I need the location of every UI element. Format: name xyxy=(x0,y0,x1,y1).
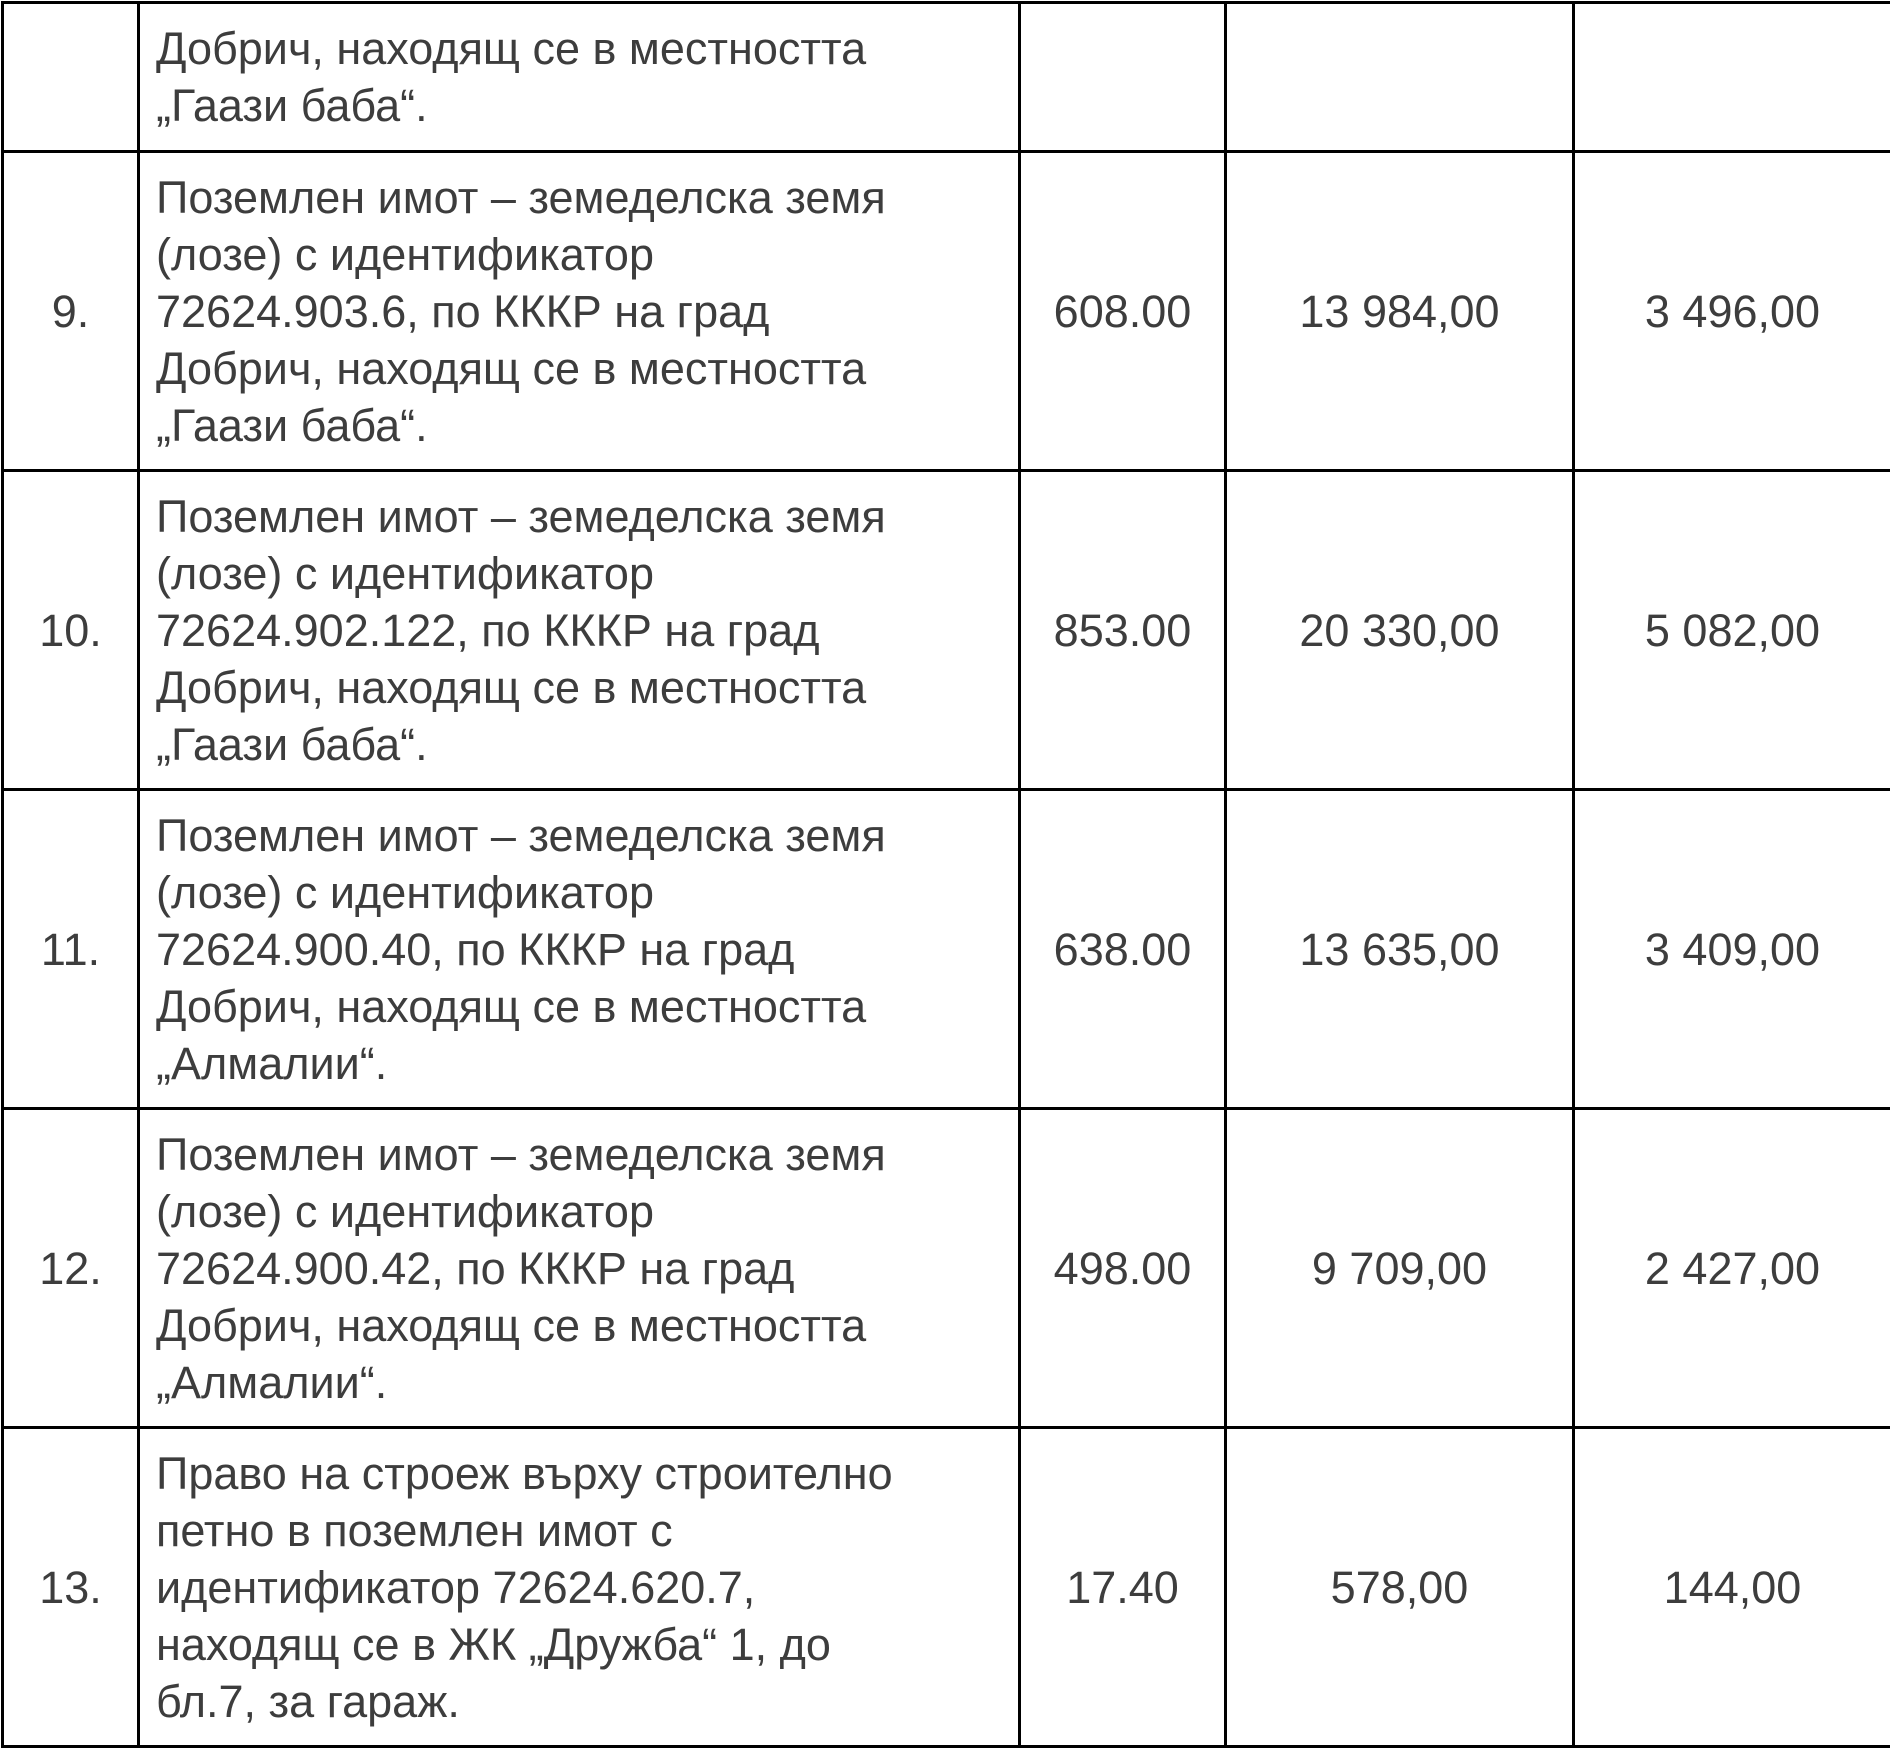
area-value: 853.00 xyxy=(1020,471,1226,790)
row-number: 12. xyxy=(3,1109,139,1428)
description-line: „Алмалии“. xyxy=(156,1354,1010,1411)
description-line: петно в поземлен имот с xyxy=(156,1502,1010,1559)
deposit-value: 5 082,00 xyxy=(1574,471,1890,790)
table-row: 10.Поземлен имот – земеделска земя(лозе)… xyxy=(3,471,1890,790)
table-row: 12.Поземлен имот – земеделска земя(лозе)… xyxy=(3,1109,1890,1428)
row-number: 11. xyxy=(3,790,139,1109)
description-line: (лозе) с идентификатор xyxy=(156,545,1010,602)
area-value xyxy=(1020,3,1226,152)
property-description: Поземлен имот – земеделска земя(лозе) с … xyxy=(139,1109,1020,1428)
description-line: 72624.900.40, по КККР на град xyxy=(156,921,1010,978)
price-value: 20 330,00 xyxy=(1226,471,1574,790)
description-line: Поземлен имот – земеделска земя xyxy=(156,488,1010,545)
description-line: находящ се в ЖК „Дружба“ 1, до xyxy=(156,1616,1010,1673)
description-line: бл.7, за гараж. xyxy=(156,1673,1010,1730)
property-description: Добрич, находящ се в местността„Гаази ба… xyxy=(139,3,1020,152)
description-line: Поземлен имот – земеделска земя xyxy=(156,807,1010,864)
price-value: 13 984,00 xyxy=(1226,152,1574,471)
description-line: Добрич, находящ се в местността xyxy=(156,20,1010,77)
description-line: „Алмалии“. xyxy=(156,1035,1010,1092)
deposit-value: 3 409,00 xyxy=(1574,790,1890,1109)
property-description: Поземлен имот – земеделска земя(лозе) с … xyxy=(139,152,1020,471)
deposit-value: 2 427,00 xyxy=(1574,1109,1890,1428)
deposit-value: 3 496,00 xyxy=(1574,152,1890,471)
row-number: 13. xyxy=(3,1428,139,1747)
area-value: 608.00 xyxy=(1020,152,1226,471)
description-line: Право на строеж върху строително xyxy=(156,1445,1010,1502)
area-value: 638.00 xyxy=(1020,790,1226,1109)
property-description: Поземлен имот – земеделска земя(лозе) с … xyxy=(139,790,1020,1109)
description-line: 72624.900.42, по КККР на град xyxy=(156,1240,1010,1297)
deposit-value: 144,00 xyxy=(1574,1428,1890,1747)
description-line: Добрич, находящ се в местността xyxy=(156,340,1010,397)
price-value xyxy=(1226,3,1574,152)
description-line: Добрич, находящ се в местността xyxy=(156,1297,1010,1354)
area-value: 17.40 xyxy=(1020,1428,1226,1747)
row-number xyxy=(3,3,139,152)
description-line: (лозе) с идентификатор xyxy=(156,1183,1010,1240)
price-value: 9 709,00 xyxy=(1226,1109,1574,1428)
price-value: 578,00 xyxy=(1226,1428,1574,1747)
description-line: „Гаази баба“. xyxy=(156,397,1010,454)
description-line: Поземлен имот – земеделска земя xyxy=(156,169,1010,226)
description-line: „Гаази баба“. xyxy=(156,77,1010,134)
description-line: Добрич, находящ се в местността xyxy=(156,978,1010,1035)
description-line: Добрич, находящ се в местността xyxy=(156,659,1010,716)
table-row: 9.Поземлен имот – земеделска земя(лозе) … xyxy=(3,152,1890,471)
description-line: идентификатор 72624.620.7, xyxy=(156,1559,1010,1616)
price-value: 13 635,00 xyxy=(1226,790,1574,1109)
description-line: 72624.902.122, по КККР на град xyxy=(156,602,1010,659)
table-row: 11.Поземлен имот – земеделска земя(лозе)… xyxy=(3,790,1890,1109)
description-line: 72624.903.6, по КККР на град xyxy=(156,283,1010,340)
description-line: Поземлен имот – земеделска земя xyxy=(156,1126,1010,1183)
area-value: 498.00 xyxy=(1020,1109,1226,1428)
table-row: Добрич, находящ се в местността„Гаази ба… xyxy=(3,3,1890,152)
description-line: (лозе) с идентификатор xyxy=(156,864,1010,921)
row-number: 9. xyxy=(3,152,139,471)
description-line: „Гаази баба“. xyxy=(156,716,1010,773)
description-line: (лозе) с идентификатор xyxy=(156,226,1010,283)
deposit-value xyxy=(1574,3,1890,152)
property-description: Поземлен имот – земеделска земя(лозе) с … xyxy=(139,471,1020,790)
row-number: 10. xyxy=(3,471,139,790)
